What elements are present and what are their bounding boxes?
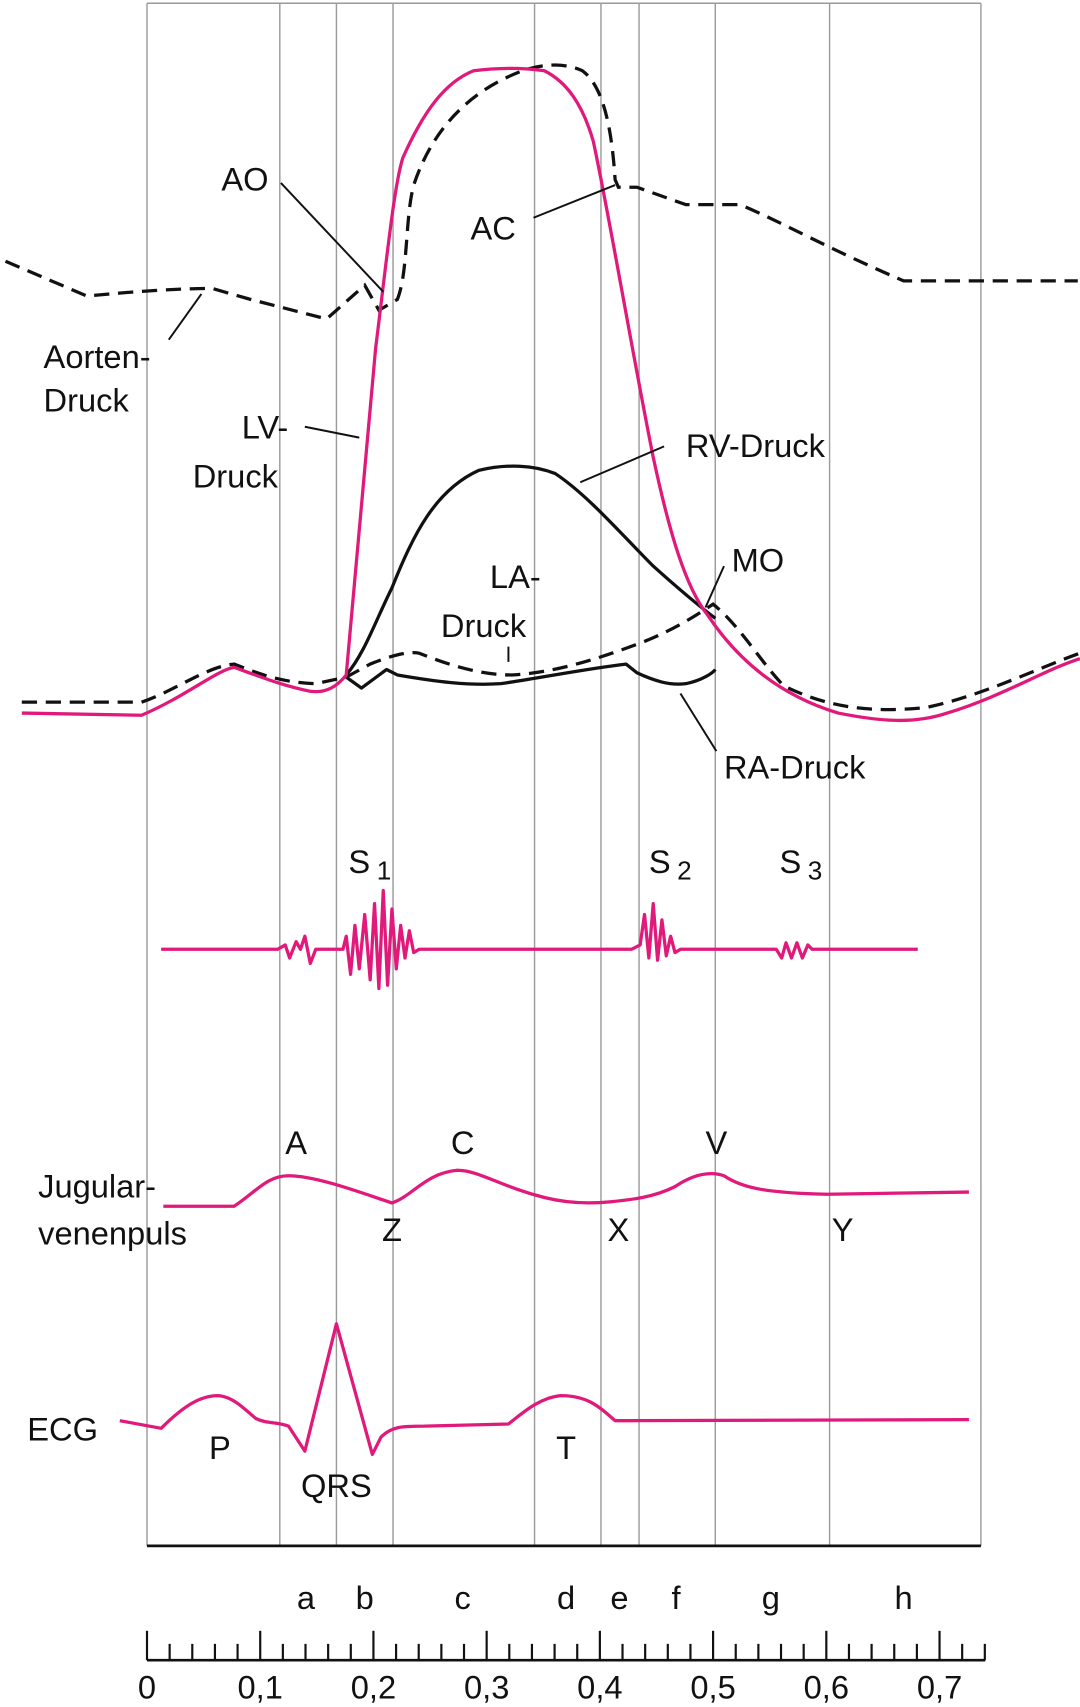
sound-symbol: S [649,843,671,880]
ecg-wave-label: QRS [301,1467,372,1504]
sound-subscript: 3 [808,856,823,886]
pressure-label: Druck [441,607,527,644]
time-tick-label: 0,5 [690,1668,735,1705]
time-tick-label: 0,4 [577,1668,622,1705]
sound-symbol: S [780,843,802,880]
phase-label: g [762,1579,780,1616]
pressure-label: Jugular- [38,1168,156,1205]
phase-label: h [895,1579,913,1616]
jugular-wave-label: A [285,1124,307,1161]
pressure-label: ECG [27,1410,98,1447]
phase-label: e [610,1579,628,1616]
pressure-label: MO [732,542,785,579]
time-tick-label: 0,1 [238,1668,283,1705]
rv-pressure [344,464,717,677]
jugular-venous-pulse [163,1168,969,1208]
jugular-wave-label: C [451,1124,475,1161]
labels: AOACAorten-DruckLV-DruckRV-DruckLA-Druck… [27,161,962,1706]
jugular-wave-label: Y [832,1211,854,1248]
jugular-wave-label: X [607,1211,629,1248]
pressure-label: RV-Druck [686,427,826,464]
sound-subscript: 2 [677,856,692,886]
ecg-trace [119,1322,969,1457]
ra-pressure [345,662,717,690]
phase-label: d [557,1579,575,1616]
lv-pressure [21,66,1080,723]
pressure-label: LA- [490,558,541,595]
aortic-pressure [4,63,1078,321]
pressure-label: venenpuls [38,1214,187,1251]
leader-lines [167,182,725,752]
pressure-label: Aorten- [44,338,151,375]
pressure-label: RA-Druck [724,748,866,785]
time-tick-label: 0,7 [917,1668,962,1705]
pressure-label: Druck [193,458,279,495]
phase-label: c [455,1579,471,1616]
jugular-wave-label: Z [382,1211,402,1248]
time-tick-label: 0 [138,1668,156,1705]
time-tick-label: 0,6 [804,1668,849,1705]
time-tick-label: 0,3 [464,1668,509,1705]
phase-label: a [297,1579,316,1616]
la-pressure [21,602,1080,712]
frame [146,2,982,1548]
sound-subscript: 1 [377,856,392,886]
time-ticks [145,1630,986,1661]
pressure-label: AC [471,210,516,247]
time-tick-label: 0,2 [351,1668,396,1705]
sound-symbol: S [348,843,370,880]
ecg-wave-label: T [556,1429,576,1466]
ecg-wave-label: P [209,1429,231,1466]
pressure-label: LV- [242,409,289,446]
heart-sounds [161,888,918,991]
phase-label: f [672,1579,682,1616]
jugular-wave-label: V [705,1124,727,1161]
pressure-label: Druck [44,382,130,419]
phase-label: b [356,1579,374,1616]
pressure-label: AO [221,161,268,198]
pressure-curves [4,63,1080,723]
